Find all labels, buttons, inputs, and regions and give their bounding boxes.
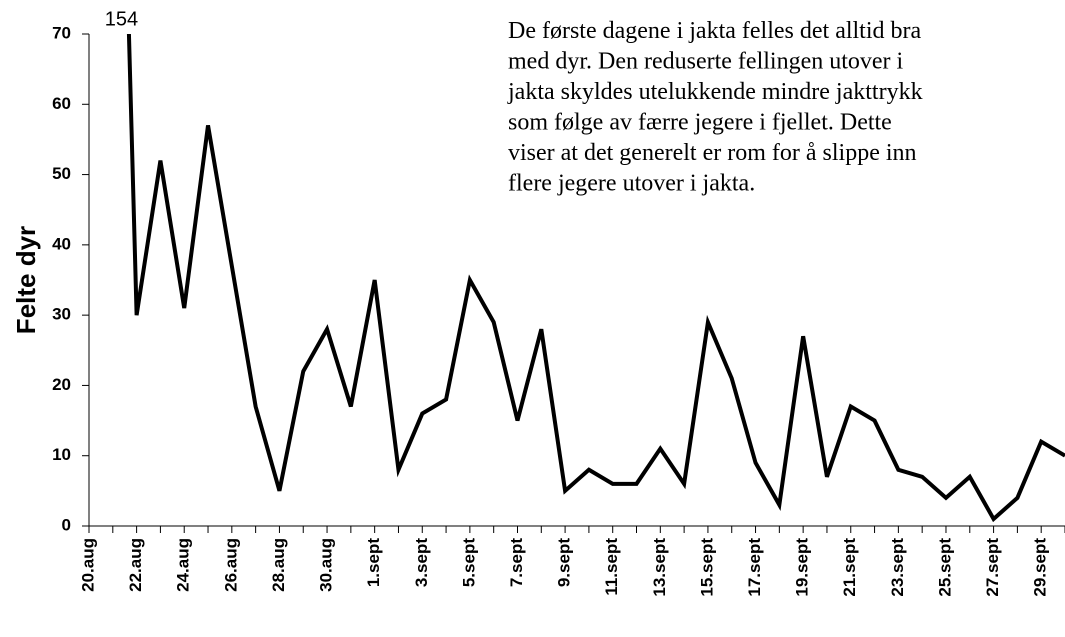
annotation: viser at det generelt er rom for å slipp… [508, 140, 917, 166]
x-tick-label: 22.aug [126, 538, 145, 592]
x-tick-label: 19.sept [793, 538, 812, 597]
annotation: jakta skyldes utelukkende mindre jakttry… [507, 79, 923, 105]
annotation: flere jegere utover i jakta. [508, 171, 755, 197]
y-tick-label: 70 [52, 23, 71, 42]
x-tick-label: 7.sept [507, 538, 526, 587]
x-tick-label: 15.sept [697, 538, 716, 597]
x-tick-label: 25.sept [935, 538, 954, 597]
x-tick-label: 23.sept [888, 538, 907, 597]
annotation: som følge av færre jegere i fjellet. Det… [508, 110, 892, 136]
y-axis-label: Felte dyr [11, 226, 41, 334]
x-tick-label: 24.aug [174, 538, 193, 592]
x-tick-label: 5.sept [459, 538, 478, 587]
x-tick-label: 29.sept [1031, 538, 1050, 597]
x-tick-label: 20.aug [78, 538, 97, 592]
x-tick-label: 27.sept [983, 538, 1002, 597]
y-tick-label: 60 [52, 94, 71, 113]
x-tick-label: 17.sept [745, 538, 764, 597]
x-tick-label: 9.sept [555, 538, 574, 587]
x-tick-label: 13.sept [650, 538, 669, 597]
x-tick-label: 30.aug [317, 538, 336, 592]
x-tick-label: 28.aug [269, 538, 288, 592]
y-tick-label: 40 [52, 234, 71, 253]
x-tick-label: 26.aug [221, 538, 240, 592]
annotation: De første dagene i jakta felles det allt… [508, 18, 922, 44]
annotation: med dyr. Den reduserte fellingen utover … [508, 49, 904, 75]
y-tick-label: 0 [62, 515, 71, 534]
y-tick-label: 30 [52, 305, 71, 324]
data-line [126, 34, 1065, 523]
y-tick-label: 10 [52, 445, 71, 464]
x-tick-label: 3.sept [412, 538, 431, 587]
data-label: 154 [105, 8, 138, 30]
x-tick-label: 11.sept [602, 538, 621, 596]
x-tick-label: 1.sept [364, 538, 383, 587]
x-tick-label: 21.sept [840, 538, 859, 597]
y-tick-label: 20 [52, 375, 71, 394]
y-tick-label: 50 [52, 164, 71, 183]
